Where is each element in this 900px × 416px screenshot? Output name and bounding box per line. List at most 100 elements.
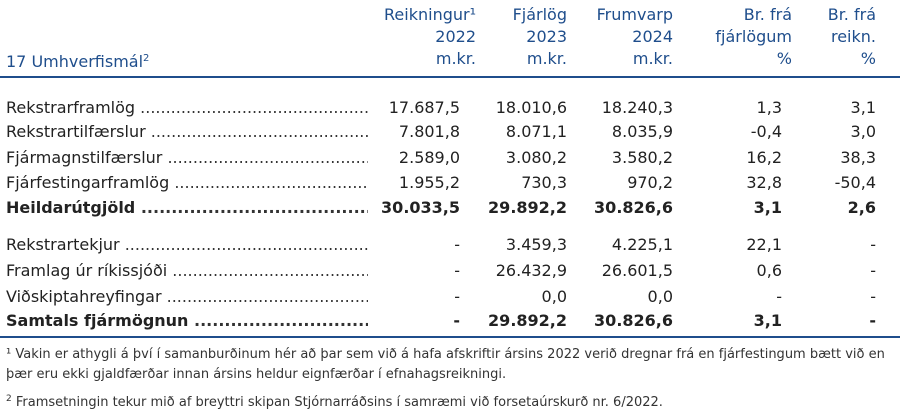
row-label-text: Rekstrartilfærslur — [6, 122, 146, 141]
total-row: Samtals fjármögnun .....................… — [0, 309, 900, 332]
cell-fjarlog: 8.071,1 — [505, 122, 567, 141]
table-row: Framlag úr ríkissjóði ..................… — [0, 259, 900, 282]
cell-br-fjarlogum: 16,2 — [746, 148, 782, 167]
cell-fjarlog: 3.459,3 — [505, 235, 567, 254]
table-row: Rekstrartilfærslur .....................… — [0, 120, 900, 143]
col-header-line: 2022 — [435, 27, 476, 46]
table-row: Fjármagnstilfærslur ....................… — [0, 146, 900, 169]
cell-frumvarp: 26.601,5 — [601, 261, 673, 280]
col-header-line: 2024 — [632, 27, 673, 46]
col-header-line: m.kr. — [632, 49, 673, 68]
footnote-1-text: Vakin er athygli á því í samanburðinum h… — [6, 347, 885, 382]
cell-fjarlog: 0,0 — [541, 287, 567, 306]
cell-fjarlog: 18.010,6 — [495, 98, 567, 117]
cell-reikningur: 30.033,5 — [381, 198, 460, 217]
cell-frumvarp: 3.580,2 — [611, 148, 673, 167]
cell-fjarlog: 29.892,2 — [488, 311, 567, 330]
row-label: Heildarútgjöld .........................… — [6, 198, 368, 217]
col-header-line: Br. frá — [827, 5, 876, 24]
row-label-text: Rekstrartekjur — [6, 235, 120, 254]
cell-br-reikn: - — [870, 287, 876, 306]
cell-br-fjarlogum: 1,3 — [756, 98, 782, 117]
col-header-br-reikn: Br. frá reikn. % — [796, 4, 876, 70]
cell-fjarlog: 3.080,2 — [505, 148, 567, 167]
table-row: Viðskiptahreyfingar ....................… — [0, 285, 900, 308]
table-row: Fjárfestingarframlög ...................… — [0, 171, 900, 194]
row-label-text: Fjárfestingarframlög — [6, 173, 170, 192]
footnote-2: 2 Framsetningin tekur mið af breyttri sk… — [6, 389, 886, 413]
cell-frumvarp: 18.240,3 — [601, 98, 673, 117]
cell-reikningur: 1.955,2 — [398, 173, 460, 192]
row-label-text: Framlag úr ríkissjóði — [6, 261, 168, 280]
col-header-line: Br. frá — [743, 5, 792, 24]
cell-br-reikn: -50,4 — [834, 173, 876, 192]
cell-br-reikn: 2,6 — [847, 198, 876, 217]
cell-br-fjarlogum: 22,1 — [746, 235, 782, 254]
col-header-line: Frumvarp — [596, 5, 673, 24]
table-title-text: 17 Umhverfismál — [6, 52, 144, 71]
cell-fjarlog: 730,3 — [521, 173, 567, 192]
footnote-2-text: Framsetningin tekur mið af breyttri skip… — [11, 395, 663, 410]
row-label-text: Samtals fjármögnun — [6, 311, 189, 330]
cell-fjarlog: 29.892,2 — [488, 198, 567, 217]
cell-reikningur: - — [454, 287, 460, 306]
col-header-line: % — [860, 49, 876, 68]
col-header-line: reikn. — [830, 27, 876, 46]
cell-br-reikn: - — [870, 235, 876, 254]
cell-br-fjarlogum: - — [776, 287, 782, 306]
row-label: Framlag úr ríkissjóði ..................… — [6, 261, 368, 280]
row-label-text: Rekstrarframlög — [6, 98, 136, 117]
row-label: Fjárfestingarframlög ...................… — [6, 173, 368, 192]
cell-br-reikn: - — [870, 261, 876, 280]
cell-br-fjarlogum: 0,6 — [756, 261, 782, 280]
cell-frumvarp: 30.826,6 — [594, 311, 673, 330]
cell-br-reikn: 38,3 — [840, 148, 876, 167]
row-label-text: Fjármagnstilfærslur — [6, 148, 163, 167]
cell-frumvarp: 4.225,1 — [611, 235, 673, 254]
footnote-1: ¹ Vakin er athygli á því í samanburðinum… — [6, 345, 886, 385]
cell-br-reikn: 3,0 — [850, 122, 876, 141]
row-label: Rekstrartilfærslur .....................… — [6, 122, 368, 141]
col-header-reikningur: Reikningur¹ 2022 m.kr. — [370, 4, 476, 70]
col-header-line: 2023 — [526, 27, 567, 46]
cell-br-fjarlogum: 3,1 — [753, 198, 782, 217]
cell-frumvarp: 8.035,9 — [611, 122, 673, 141]
cell-br-reikn: 3,1 — [850, 98, 876, 117]
cell-fjarlog: 26.432,9 — [495, 261, 567, 280]
table-row: Rekstrartekjur .........................… — [0, 233, 900, 256]
col-header-line: m.kr. — [526, 49, 567, 68]
cell-frumvarp: 30.826,6 — [594, 198, 673, 217]
row-label-text: Viðskiptahreyfingar — [6, 287, 162, 306]
row-label: Viðskiptahreyfingar ....................… — [6, 287, 368, 306]
footer-rule — [0, 336, 900, 338]
header-rule — [0, 76, 900, 78]
cell-reikningur: 17.687,5 — [388, 98, 460, 117]
cell-reikningur: - — [454, 261, 460, 280]
cell-reikningur: - — [454, 235, 460, 254]
table-title-sup: 2 — [143, 53, 150, 64]
footnote-2-mark: 2 — [6, 394, 12, 404]
col-header-br-fjarlogum: Br. frá fjárlögum % — [680, 4, 792, 70]
cell-br-reikn: - — [869, 311, 876, 330]
cell-frumvarp: 0,0 — [647, 287, 673, 306]
cell-frumvarp: 970,2 — [627, 173, 673, 192]
row-label: Rekstrarframlög ........................… — [6, 98, 368, 117]
row-label: Rekstrartekjur .........................… — [6, 235, 368, 254]
footnote-1-mark: ¹ — [6, 347, 12, 362]
col-header-line: % — [776, 49, 792, 68]
cell-br-fjarlogum: 3,1 — [753, 311, 782, 330]
table-title: 17 Umhverfismál2 — [6, 52, 149, 71]
col-header-frumvarp: Frumvarp 2024 m.kr. — [570, 4, 673, 70]
cell-br-fjarlogum: -0,4 — [750, 122, 782, 141]
row-label: Samtals fjármögnun .....................… — [6, 311, 368, 330]
row-label-text: Heildarútgjöld — [6, 198, 136, 217]
total-row: Heildarútgjöld .........................… — [0, 196, 900, 219]
col-header-line: fjárlögum — [715, 27, 792, 46]
cell-reikningur: - — [453, 311, 460, 330]
col-header-line: Fjárlög — [512, 5, 567, 24]
col-header-line: m.kr. — [435, 49, 476, 68]
row-label: Fjármagnstilfærslur ....................… — [6, 148, 368, 167]
cell-br-fjarlogum: 32,8 — [746, 173, 782, 192]
col-header-fjarlog: Fjárlög 2023 m.kr. — [480, 4, 567, 70]
